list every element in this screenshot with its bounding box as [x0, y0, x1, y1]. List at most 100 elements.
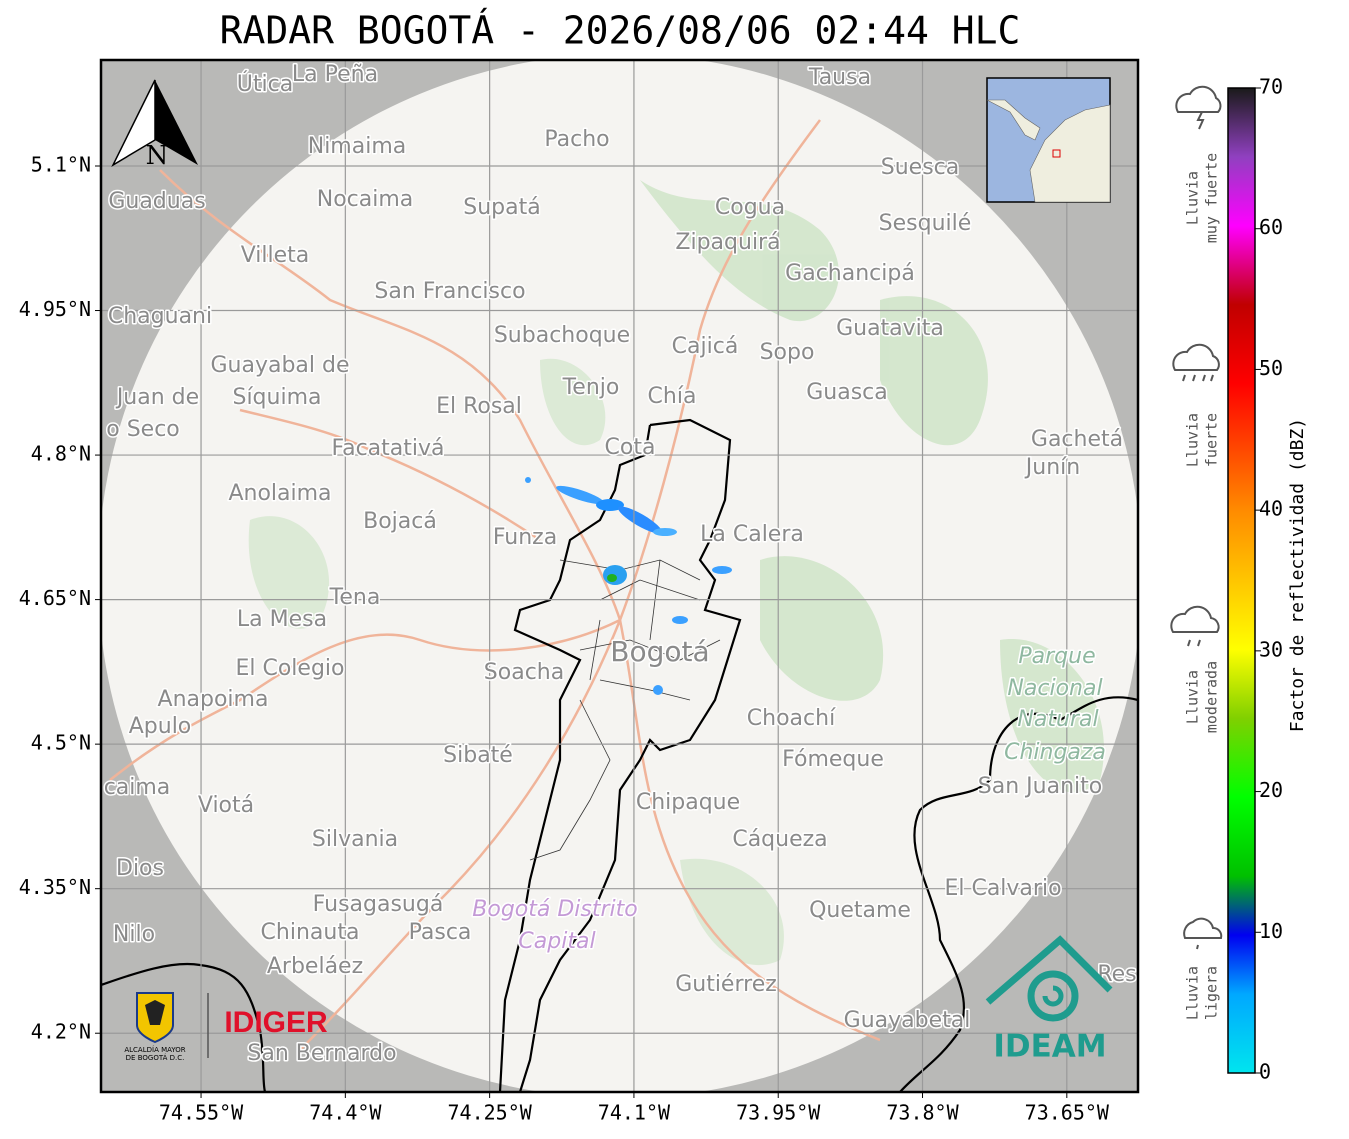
place-label: Chipaque — [636, 790, 740, 815]
place-label: Pacho — [544, 127, 609, 152]
place-label: Síquima — [232, 385, 321, 410]
x-tick-label: 74.25°W — [447, 1101, 532, 1125]
alcaldia-line: DE BOGOTÁ D.C. — [126, 1053, 185, 1062]
place-label: Bojacá — [363, 509, 437, 534]
place-label: Parque — [1018, 644, 1095, 669]
axis-ticks: 74.55°W 74.4°W 74.25°W 74.1°W 73.95°W 73.8°W 7… — [19, 152, 1110, 1124]
north-label: N — [146, 141, 169, 171]
colorbar-tick-label: 70 — [1259, 75, 1283, 99]
x-tick-label: 74.55°W — [159, 1101, 244, 1125]
logo-alcaldia — [136, 992, 209, 1058]
place-label: o Seco — [106, 417, 180, 442]
place-label: Arbeláez — [267, 954, 363, 979]
rain-category-label: Lluvia — [1184, 670, 1202, 724]
place-label: Villeta — [241, 243, 310, 268]
rain-category-label: Lluvia — [1184, 171, 1202, 225]
place-label: Tenjo — [562, 375, 620, 400]
place-label: Chaguani — [108, 304, 212, 329]
ideam-logo: IDEAM — [993, 1029, 1106, 1065]
place-label: Gutiérrez — [675, 972, 777, 997]
place-label: Supatá — [463, 195, 540, 220]
place-label: Cáqueza — [732, 827, 827, 852]
colorbar-tick-label: 30 — [1259, 637, 1283, 661]
place-label: Quetame — [809, 898, 911, 923]
place-label: San Bernardo — [247, 1041, 396, 1066]
place-label: Chía — [648, 384, 697, 409]
alcaldia-line: ALCALDÍA MAYOR — [124, 1045, 185, 1054]
place-label: Nocaima — [317, 187, 414, 212]
place-label: La Peña — [292, 62, 378, 87]
place-label: Zipaquirá — [675, 230, 780, 255]
x-tick-label: 73.65°W — [1025, 1101, 1110, 1125]
place-label: Cota — [605, 435, 656, 460]
y-tick-label: 5.1°N — [31, 152, 91, 176]
place-label: Apulo — [129, 714, 192, 739]
place-label: Guatavita — [836, 316, 944, 341]
x-tick-label: 74.4°W — [309, 1101, 382, 1125]
place-label: Gachetá — [1031, 427, 1123, 452]
y-tick-label: 4.8°N — [31, 442, 91, 466]
rain-category-label: fuerte — [1203, 413, 1221, 467]
colorbar — [1227, 87, 1256, 1074]
place-label: San Juanito — [978, 774, 1102, 799]
place-label: Dios — [116, 856, 164, 881]
colorbar-tick-label: 0 — [1259, 1060, 1271, 1084]
place-label: Subachoque — [494, 323, 630, 348]
map-frame — [99, 58, 1140, 1094]
place-label: Choachí — [747, 706, 836, 731]
place-label: Juan de — [115, 385, 199, 410]
roads — [109, 119, 881, 1051]
place-label: Nacional — [1007, 676, 1102, 701]
place-label: Tausa — [808, 65, 871, 90]
place-label: Silvania — [312, 827, 398, 852]
place-label: Bogotá Distrito — [472, 897, 637, 922]
place-label: Guaduas — [108, 189, 205, 214]
y-tick-label: 4.5°N — [31, 731, 91, 755]
place-label: Natural — [1017, 707, 1098, 732]
place-label: Cajicá — [672, 334, 739, 359]
place-label: Suesca — [881, 155, 959, 180]
place-label: Útica — [237, 71, 293, 97]
place-label: Nilo — [113, 922, 155, 947]
colorbar-tick-label: 20 — [1259, 778, 1283, 802]
colorbar-tick-label: 10 — [1259, 919, 1283, 943]
colorbar-tick-label: 60 — [1259, 215, 1283, 239]
place-label: Sopo — [760, 340, 815, 365]
place-label: Facatativá — [331, 436, 444, 461]
place-label: La Calera — [700, 522, 804, 547]
x-tick-label: 73.8°W — [886, 1101, 959, 1125]
place-label: Soacha — [484, 660, 564, 685]
logo-ideam-symbol — [985, 935, 1113, 1022]
grid — [101, 60, 1138, 1092]
rain-category-label: moderada — [1203, 661, 1221, 733]
place-label: El Colegio — [235, 656, 344, 681]
place-label: Guayabal de — [210, 353, 349, 378]
place-label: El Rosal — [436, 394, 522, 419]
place-label: Anapoima — [158, 687, 269, 712]
rain-category-label: ligera — [1203, 966, 1221, 1020]
colorbar-label: Factor de reflectividad (dBZ) — [1287, 418, 1308, 732]
place-label: La Mesa — [237, 607, 327, 632]
place-label: Fusagasugá — [313, 892, 444, 917]
x-tick-label: 74.1°W — [598, 1101, 671, 1125]
radar-echoes — [525, 477, 732, 695]
place-label: caima — [104, 775, 171, 800]
y-tick-label: 4.65°N — [19, 586, 91, 610]
place-label: San Francisco — [374, 279, 525, 304]
place-label: Pasca — [409, 920, 472, 945]
place-label: Guasca — [806, 380, 888, 405]
place-label: Chingaza — [1004, 740, 1106, 765]
inset-map — [986, 77, 1111, 203]
place-label: Capital — [518, 929, 595, 954]
place-label: Nimaima — [308, 134, 407, 159]
place-label: Funza — [493, 525, 557, 550]
place-label: Chinauta — [261, 920, 360, 945]
place-label: Gachancipá — [785, 261, 915, 286]
place-label: Sibaté — [443, 743, 513, 768]
rain-icons — [1170, 85, 1223, 950]
title: RADAR BOGOTÁ - 2026/08/06 02:44 HLC — [220, 9, 1021, 53]
place-label: Cogua — [715, 195, 785, 220]
